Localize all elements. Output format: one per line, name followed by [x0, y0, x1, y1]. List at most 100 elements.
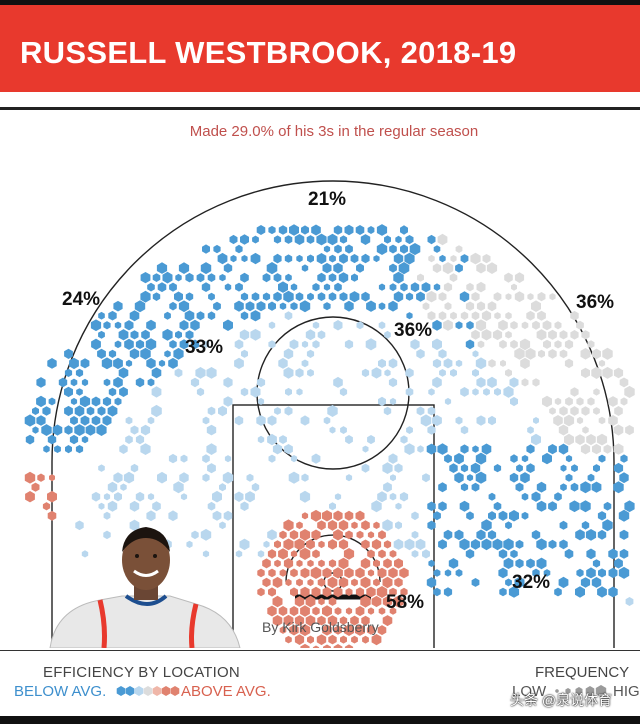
shot-hex [411, 511, 419, 521]
shot-hex [267, 433, 277, 446]
shot-hex [614, 406, 623, 416]
shot-hex [124, 320, 134, 331]
shot-hex [426, 290, 437, 303]
shot-hex [492, 329, 503, 341]
shot-hex [554, 587, 562, 597]
shot-hex [274, 559, 281, 568]
shot-hex [394, 558, 403, 569]
shot-hex [285, 273, 292, 282]
shot-hex [376, 586, 388, 598]
shot-hex [399, 492, 409, 502]
shot-hex [389, 244, 397, 254]
shot-hex [587, 473, 595, 482]
shot-hex [388, 358, 398, 369]
shot-hex [361, 615, 370, 626]
shot-hex [521, 492, 529, 501]
shot-hex [371, 539, 382, 550]
shot-hex [538, 349, 545, 358]
shot-hex [558, 443, 569, 455]
shot-hex [64, 386, 73, 398]
shot-hex [285, 635, 292, 644]
shot-hex [114, 492, 122, 502]
shot-hex [460, 483, 469, 492]
shot-hex [613, 367, 624, 379]
shot-hex [235, 244, 243, 254]
shot-hex [531, 491, 541, 502]
shot-hex [147, 282, 155, 292]
shot-hex [290, 302, 298, 311]
shot-hex [79, 395, 91, 408]
shot-hex [442, 262, 454, 275]
shot-hex [360, 576, 371, 589]
shot-hex [146, 510, 156, 522]
shot-hex [344, 644, 354, 648]
shot-hex [519, 338, 531, 351]
shot-hex [207, 273, 216, 282]
shot-hex [531, 300, 541, 312]
shot-chart [24, 180, 635, 648]
shot-hex [624, 500, 635, 513]
shot-hex [296, 521, 303, 530]
shot-hex [103, 530, 111, 540]
shot-hex [580, 500, 591, 513]
shot-hex [328, 559, 337, 568]
shot-hex [329, 502, 336, 511]
shot-hex [103, 493, 111, 501]
shot-hex [147, 416, 155, 425]
shot-hex [511, 283, 517, 291]
shot-hex [362, 445, 369, 453]
shot-hex [235, 282, 243, 292]
shot-hex [345, 244, 353, 254]
shot-hex [581, 367, 590, 379]
shot-hex [300, 567, 310, 579]
shot-hex [284, 444, 293, 455]
shot-hex [42, 406, 51, 416]
shot-hex [470, 252, 481, 265]
shot-hex [224, 455, 232, 463]
shot-hex [178, 300, 190, 313]
shot-hex [378, 283, 386, 291]
shot-hex [466, 474, 474, 482]
shot-hex [405, 368, 414, 378]
shot-hex [279, 569, 287, 577]
shot-hex [262, 273, 271, 283]
shot-hex [592, 443, 601, 455]
shot-hex [81, 378, 89, 387]
shot-hex [250, 328, 261, 341]
shot-hex [559, 349, 568, 359]
shot-hex [367, 607, 375, 615]
shot-hex [406, 312, 413, 320]
shot-hex [323, 283, 331, 291]
shot-hex [580, 481, 591, 494]
shot-hex [186, 540, 193, 548]
shot-hex [305, 615, 316, 627]
shot-hex [190, 377, 200, 388]
shot-hex [125, 416, 133, 425]
shot-hex [377, 567, 387, 579]
shot-hex [107, 481, 118, 493]
shot-hex [410, 339, 420, 350]
shot-hex [625, 597, 634, 606]
shot-hex [558, 576, 569, 589]
shot-hex [151, 386, 162, 398]
shot-hex [41, 424, 52, 436]
shot-hex [268, 321, 276, 329]
shot-hex [240, 501, 249, 511]
shot-hex [470, 462, 481, 474]
shot-hex [284, 311, 293, 321]
shot-hex [537, 292, 546, 302]
shot-hex [129, 519, 140, 531]
shot-hex [289, 224, 299, 236]
shot-hex [454, 453, 464, 465]
shot-hex [481, 443, 492, 455]
shot-hex [367, 435, 375, 445]
shot-hex [428, 388, 435, 396]
shot-hex [312, 645, 320, 648]
shot-hex [196, 273, 205, 283]
shot-hex [316, 233, 327, 246]
shot-hex [141, 329, 150, 340]
shot-hex [356, 263, 364, 273]
shot-hex [426, 443, 437, 455]
shot-hex [234, 415, 244, 426]
shot-hex [272, 576, 283, 588]
